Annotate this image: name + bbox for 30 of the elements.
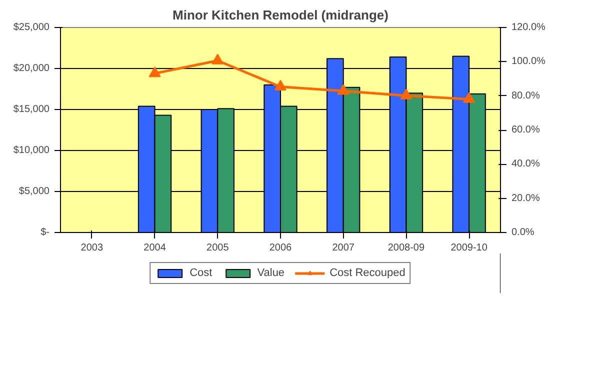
x-tick-label: 2008-09: [388, 242, 425, 254]
point: [212, 54, 224, 64]
point: [337, 84, 350, 95]
legend-label: Value: [257, 267, 285, 279]
y-tick-label: $15,000: [13, 104, 50, 115]
legend-label: Cost Recouped: [330, 267, 406, 279]
x-tick-label: 2003: [80, 242, 104, 254]
y2-tick-label: 80.0%: [512, 90, 540, 102]
y2-tick-label: 0.0%: [512, 227, 534, 238]
x-tick-label: 2009-10: [450, 242, 488, 254]
x-tick-label: 2006: [269, 242, 292, 254]
y2-tick-label: 100.0%: [512, 56, 546, 68]
legend-label: Cost: [190, 267, 212, 279]
y2-tick-label: 120.0%: [512, 22, 546, 33]
point: [274, 80, 286, 90]
y-tick-label: $5,000: [18, 186, 50, 197]
y-tick-label: $20,000: [13, 63, 50, 74]
y-tick-label: $-: [40, 227, 50, 238]
y2-tick-label: 20.0%: [512, 192, 540, 204]
point: [148, 66, 161, 78]
point: [463, 92, 476, 103]
point: [400, 88, 412, 100]
y2-tick-label: 60.0%: [512, 124, 540, 136]
x-tick-label: 2007: [332, 242, 355, 254]
x-tick-label: 2004: [144, 242, 166, 254]
y-tick-label: $10,000: [13, 145, 50, 156]
x-tick-label: 2005: [206, 242, 230, 254]
chart-title: Minor Kitchen Remodel (midrange): [172, 8, 388, 22]
y2-tick-label: 40.0%: [512, 158, 540, 170]
y-tick-label: $25,000: [13, 22, 50, 33]
